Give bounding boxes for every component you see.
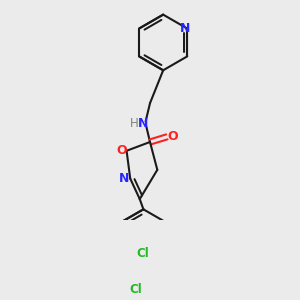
Text: O: O (167, 130, 178, 142)
Text: H: H (130, 117, 138, 130)
Text: N: N (180, 22, 190, 35)
Text: O: O (117, 143, 128, 157)
Text: Cl: Cl (130, 283, 142, 296)
Text: Cl: Cl (136, 247, 149, 260)
Text: N: N (119, 172, 130, 185)
Text: N: N (137, 117, 148, 130)
